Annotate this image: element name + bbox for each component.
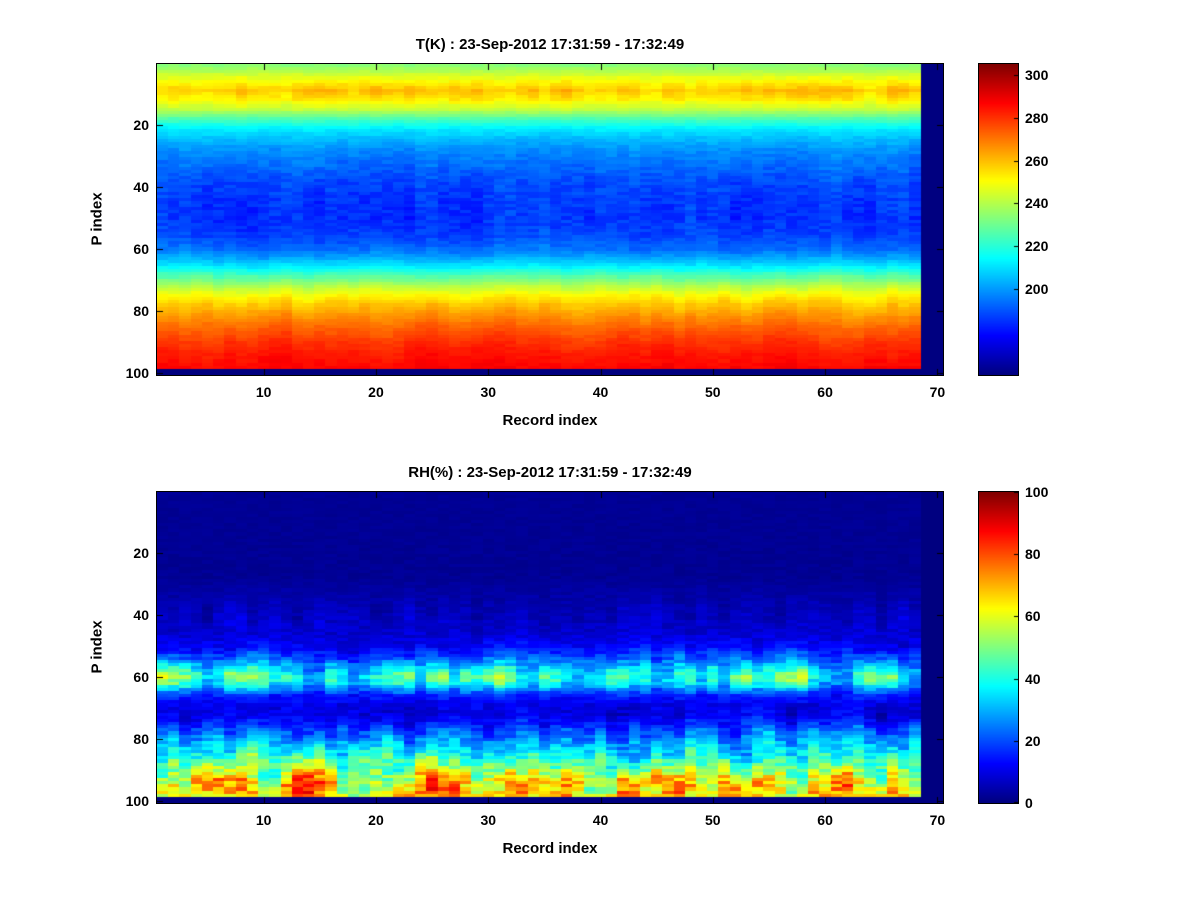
humidity-axes — [156, 491, 944, 804]
colorbar-tick-label: 260 — [1025, 152, 1049, 169]
y-tick-label: 20 — [133, 544, 149, 561]
humidity-colorbar-canvas — [979, 492, 1018, 803]
x-tick-label: 30 — [480, 384, 497, 400]
humidity-x-axis-label: Record index — [502, 840, 598, 857]
y-tick-label: 20 — [133, 116, 149, 133]
colorbar-tick-label: 200 — [1025, 281, 1049, 298]
y-tick-label: 80 — [133, 731, 149, 748]
x-tick-label: 60 — [817, 812, 833, 828]
temperature-x-axis-label: Record index — [502, 412, 598, 429]
humidity-plot-title: RH(%) : 23-Sep-2012 17:31:59 - 17:32:49 — [408, 464, 692, 481]
colorbar-tick-label: 280 — [1025, 109, 1049, 126]
temperature-colorbar — [978, 63, 1019, 376]
x-tick-label: 40 — [592, 384, 609, 400]
colorbar-tick-label: 100 — [1025, 484, 1049, 500]
colorbar-tick-label: 240 — [1025, 195, 1049, 212]
x-tick-label: 50 — [705, 812, 721, 828]
colorbar-tick-label: 300 — [1025, 66, 1049, 83]
x-tick-label: 10 — [255, 384, 272, 400]
colorbar-tick-label: 0 — [1025, 795, 1033, 811]
x-tick-label: 60 — [817, 384, 833, 400]
temperature-y-axis-label: P index — [88, 192, 106, 246]
x-tick-label: 20 — [368, 384, 384, 400]
y-tick-label: 40 — [133, 606, 149, 623]
y-tick-label: 80 — [133, 303, 149, 320]
temperature-heatmap-canvas — [157, 64, 943, 375]
colorbar-tick-label: 220 — [1025, 238, 1049, 255]
x-tick-label: 20 — [368, 812, 384, 828]
y-tick-label: 60 — [133, 669, 149, 686]
temperature-colorbar-canvas — [979, 64, 1018, 375]
temperature-plot-title: T(K) : 23-Sep-2012 17:31:59 - 17:32:49 — [415, 36, 685, 53]
colorbar-tick-label: 40 — [1025, 670, 1041, 687]
humidity-y-axis-label: P index — [88, 620, 106, 674]
x-tick-label: 30 — [480, 812, 497, 828]
x-tick-label: 10 — [255, 812, 272, 828]
colorbar-tick-label: 80 — [1025, 546, 1041, 563]
y-tick-label: 40 — [133, 178, 149, 195]
x-tick-label: 70 — [929, 384, 946, 400]
y-tick-label: 100 — [125, 793, 149, 810]
x-tick-label: 50 — [705, 384, 721, 400]
colorbar-tick-label: 60 — [1025, 608, 1041, 625]
colorbar-tick-label: 20 — [1025, 732, 1041, 749]
y-tick-label: 60 — [133, 241, 149, 258]
humidity-heatmap-canvas — [157, 492, 943, 803]
humidity-colorbar — [978, 491, 1019, 804]
y-tick-label: 100 — [125, 365, 149, 382]
x-tick-label: 40 — [592, 812, 609, 828]
temperature-axes — [156, 63, 944, 376]
x-tick-label: 70 — [929, 812, 946, 828]
